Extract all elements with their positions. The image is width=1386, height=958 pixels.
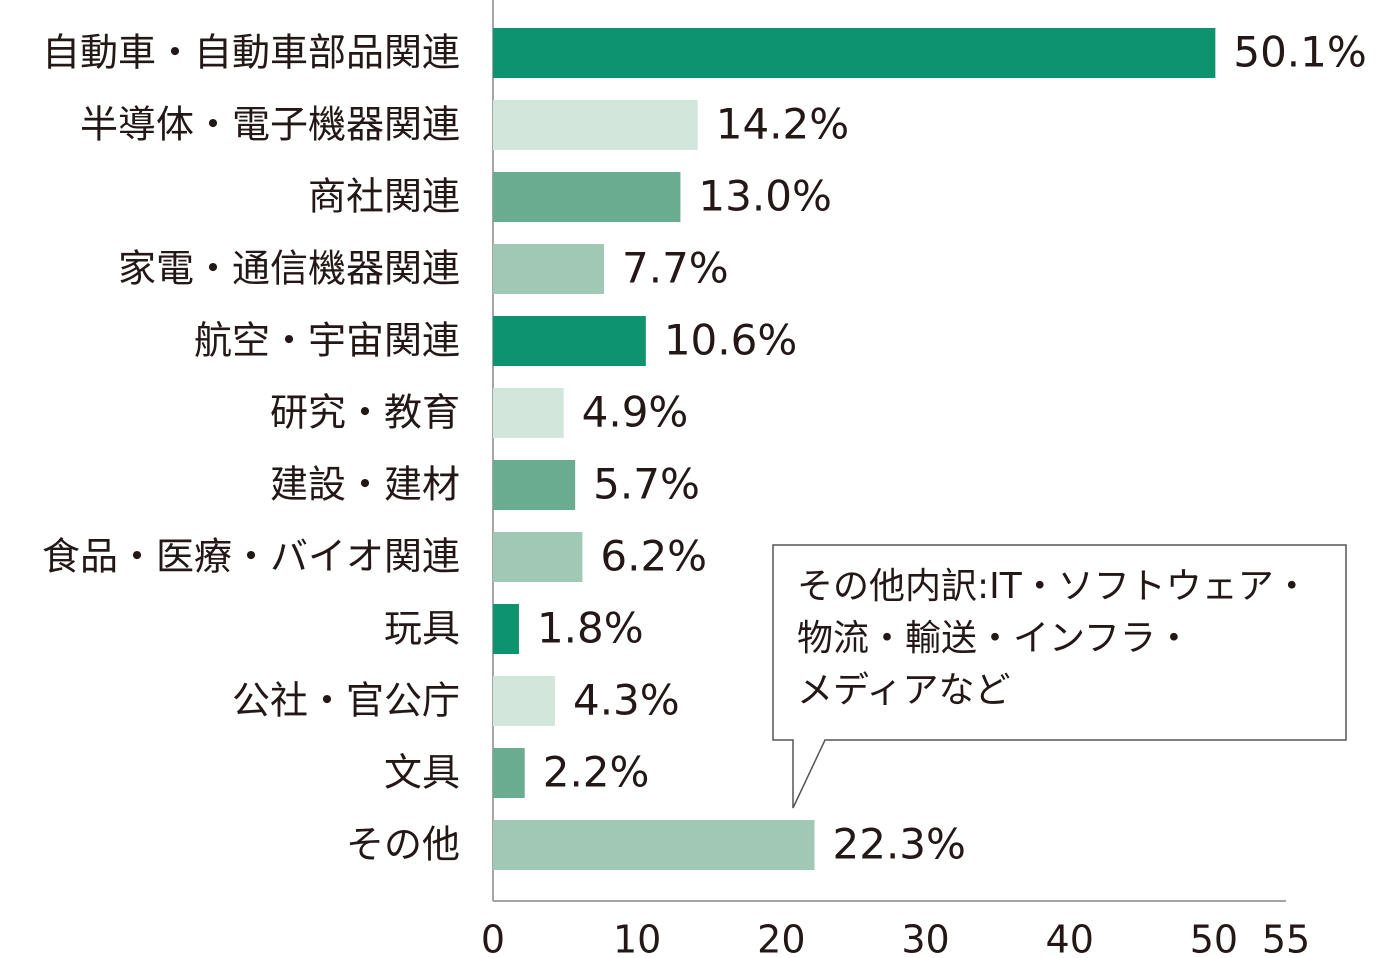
value-label: 22.3% — [833, 820, 966, 869]
annotation-text: 物流・輸送・インフラ・ — [797, 618, 1192, 659]
x-tick-label: 0 — [481, 918, 505, 958]
y-tick-label: 自動車・自動車部品関連 — [42, 31, 460, 75]
bar — [493, 244, 605, 294]
value-label: 2.2% — [543, 748, 650, 797]
bar — [493, 172, 681, 222]
annotation-text: メディアなど — [797, 670, 1010, 711]
value-label: 50.1% — [1233, 28, 1366, 77]
annotation-text: その他内訳:IT・ソフトウェア・ — [797, 566, 1310, 607]
x-tick-label: 55 — [1262, 918, 1310, 958]
value-label: 14.2% — [716, 100, 849, 149]
bar — [493, 676, 555, 726]
x-tick-label: 30 — [901, 918, 949, 958]
callout-box — [772, 544, 1347, 809]
bar — [493, 820, 815, 870]
value-label: 4.3% — [573, 676, 680, 725]
y-tick-label: その他 — [346, 823, 460, 867]
bar — [493, 388, 564, 438]
x-tick-label: 20 — [757, 918, 805, 958]
bar — [493, 532, 583, 582]
x-tick-label: 40 — [1046, 918, 1094, 958]
value-label: 6.2% — [600, 532, 707, 581]
value-label: 10.6% — [664, 316, 797, 365]
bar — [493, 748, 525, 798]
y-tick-label: 食品・医療・バイオ関連 — [42, 535, 460, 579]
y-tick-label: 玩具 — [384, 607, 460, 651]
y-tick-label: 家電・通信機器関連 — [118, 247, 460, 291]
y-tick-label: 建設・建材 — [270, 463, 460, 507]
value-label: 1.8% — [537, 604, 644, 653]
bar — [493, 604, 519, 654]
bar — [493, 316, 646, 366]
value-label: 4.9% — [582, 388, 689, 437]
y-tick-label: 文具 — [384, 751, 460, 795]
value-label: 13.0% — [698, 172, 831, 221]
y-tick-label: 半導体・電子機器関連 — [80, 103, 460, 147]
y-tick-label: 公社・官公庁 — [232, 679, 460, 723]
bar — [493, 100, 698, 150]
x-tick-label: 50 — [1190, 918, 1238, 958]
bar — [493, 28, 1216, 78]
y-tick-label: 航空・宇宙関連 — [194, 319, 460, 363]
value-label: 5.7% — [593, 460, 700, 509]
bar — [493, 460, 576, 510]
y-tick-label: 研究・教育 — [270, 391, 460, 435]
x-tick-label: 10 — [613, 918, 661, 958]
y-tick-label: 商社関連 — [308, 175, 460, 219]
value-label: 7.7% — [622, 244, 729, 293]
